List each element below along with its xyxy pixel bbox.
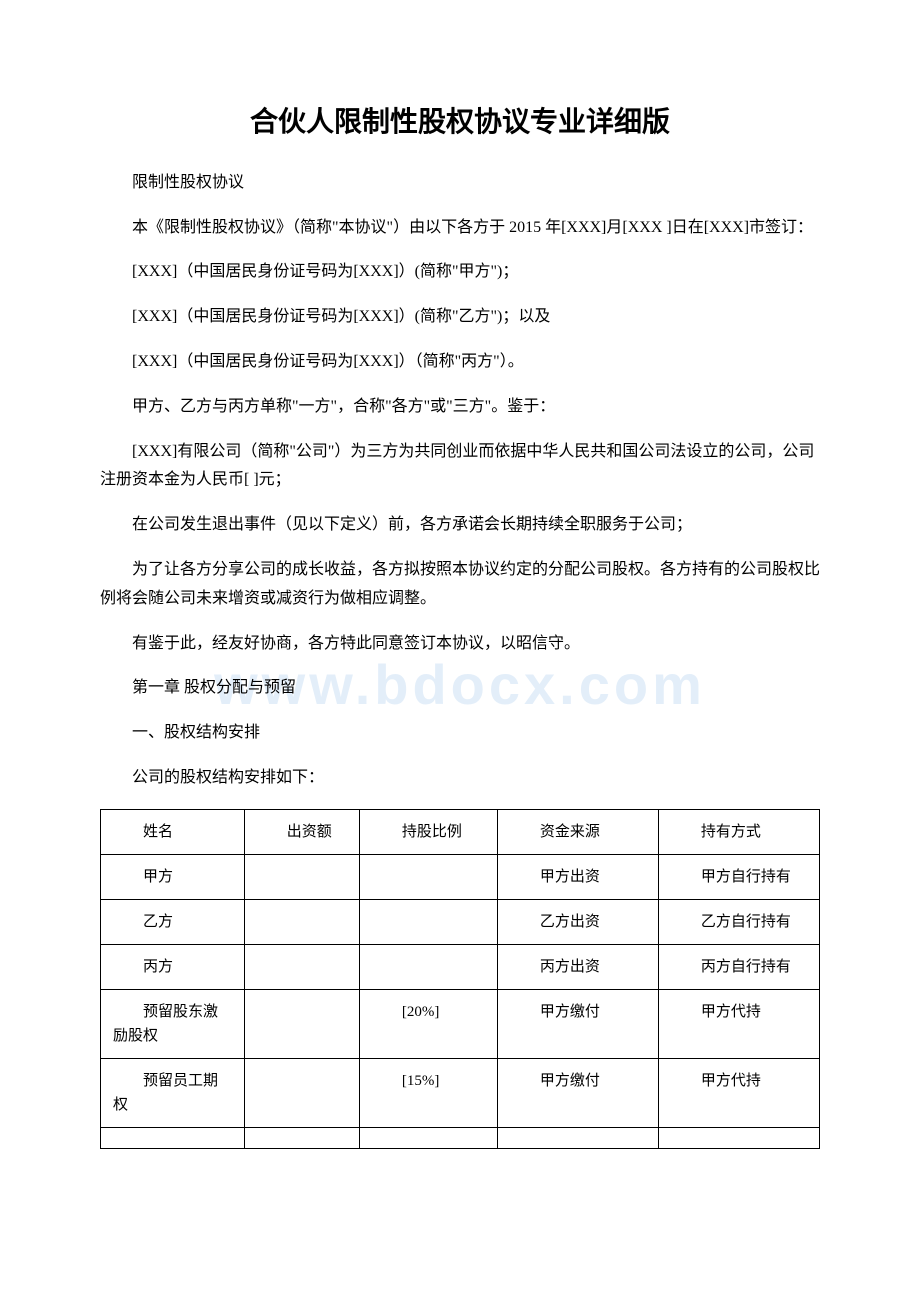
cell-ratio: [15%]	[359, 1058, 497, 1127]
cell-amount	[244, 989, 359, 1058]
col-header-ratio: 持股比例	[359, 809, 497, 854]
cell-ratio	[359, 944, 497, 989]
paragraph: 甲方、乙方与丙方单称"一方"，合称"各方"或"三方"。鉴于：	[100, 393, 820, 422]
cell-hold: 乙方自行持有	[658, 899, 819, 944]
cell-ratio: [20%]	[359, 989, 497, 1058]
col-header-name: 姓名	[101, 809, 245, 854]
paragraph: 本《限制性股权协议》（简称"本协议"）由以下各方于 2015 年[XXX]月[X…	[100, 214, 820, 243]
table-row	[101, 1127, 820, 1148]
paragraph: 公司的股权结构安排如下：	[100, 764, 820, 793]
cell-source: 乙方出资	[497, 899, 658, 944]
paragraph: 有鉴于此，经友好协商，各方特此同意签订本协议，以昭信守。	[100, 630, 820, 659]
equity-table: 姓名 出资额 持股比例 资金来源 持有方式 甲方 甲方出资 甲方自行持有 乙方 …	[100, 809, 820, 1149]
cell-ratio	[359, 1127, 497, 1148]
paragraph: 为了让各方分享公司的成长收益，各方拟按照本协议约定的分配公司股权。各方持有的公司…	[100, 556, 820, 614]
equity-table-wrap: 姓名 出资额 持股比例 资金来源 持有方式 甲方 甲方出资 甲方自行持有 乙方 …	[100, 809, 820, 1149]
paragraph: 一、股权结构安排	[100, 719, 820, 748]
cell-ratio	[359, 899, 497, 944]
cell-ratio	[359, 854, 497, 899]
cell-name	[101, 1127, 245, 1148]
cell-hold: 甲方代持	[658, 1058, 819, 1127]
cell-source: 甲方缴付	[497, 1058, 658, 1127]
document-title: 合伙人限制性股权协议专业详细版	[100, 100, 820, 145]
cell-name: 预留股东激励股权	[101, 989, 245, 1058]
cell-source	[497, 1127, 658, 1148]
paragraph: 在公司发生退出事件（见以下定义）前，各方承诺会长期持续全职服务于公司；	[100, 511, 820, 540]
paragraph: 限制性股权协议	[100, 169, 820, 198]
paragraph: [XXX]（中国居民身份证号码为[XXX]）(简称"乙方")；以及	[100, 303, 820, 332]
cell-hold: 甲方代持	[658, 989, 819, 1058]
cell-amount	[244, 1127, 359, 1148]
paragraph: 第一章 股权分配与预留	[100, 674, 820, 703]
cell-name: 预留员工期权	[101, 1058, 245, 1127]
cell-amount	[244, 944, 359, 989]
paragraph: [XXX]有限公司（简称"公司"）为三方为共同创业而依据中华人民共和国公司法设立…	[100, 438, 820, 496]
col-header-hold: 持有方式	[658, 809, 819, 854]
cell-name: 乙方	[101, 899, 245, 944]
cell-amount	[244, 854, 359, 899]
col-header-source: 资金来源	[497, 809, 658, 854]
cell-name: 甲方	[101, 854, 245, 899]
table-row: 预留股东激励股权 [20%] 甲方缴付 甲方代持	[101, 989, 820, 1058]
col-header-amount: 出资额	[244, 809, 359, 854]
cell-source: 甲方缴付	[497, 989, 658, 1058]
table-row: 预留员工期权 [15%] 甲方缴付 甲方代持	[101, 1058, 820, 1127]
cell-name: 丙方	[101, 944, 245, 989]
cell-hold: 丙方自行持有	[658, 944, 819, 989]
cell-source: 丙方出资	[497, 944, 658, 989]
paragraph: [XXX]（中国居民身份证号码为[XXX]）(简称"甲方")；	[100, 258, 820, 287]
cell-amount	[244, 1058, 359, 1127]
cell-source: 甲方出资	[497, 854, 658, 899]
table-row: 甲方 甲方出资 甲方自行持有	[101, 854, 820, 899]
document-content: 合伙人限制性股权协议专业详细版 限制性股权协议 本《限制性股权协议》（简称"本协…	[100, 100, 820, 1149]
table-header-row: 姓名 出资额 持股比例 资金来源 持有方式	[101, 809, 820, 854]
paragraph: [XXX]（中国居民身份证号码为[XXX]）（简称"丙方"）。	[100, 348, 820, 377]
cell-hold	[658, 1127, 819, 1148]
cell-hold: 甲方自行持有	[658, 854, 819, 899]
cell-amount	[244, 899, 359, 944]
table-row: 丙方 丙方出资 丙方自行持有	[101, 944, 820, 989]
table-row: 乙方 乙方出资 乙方自行持有	[101, 899, 820, 944]
